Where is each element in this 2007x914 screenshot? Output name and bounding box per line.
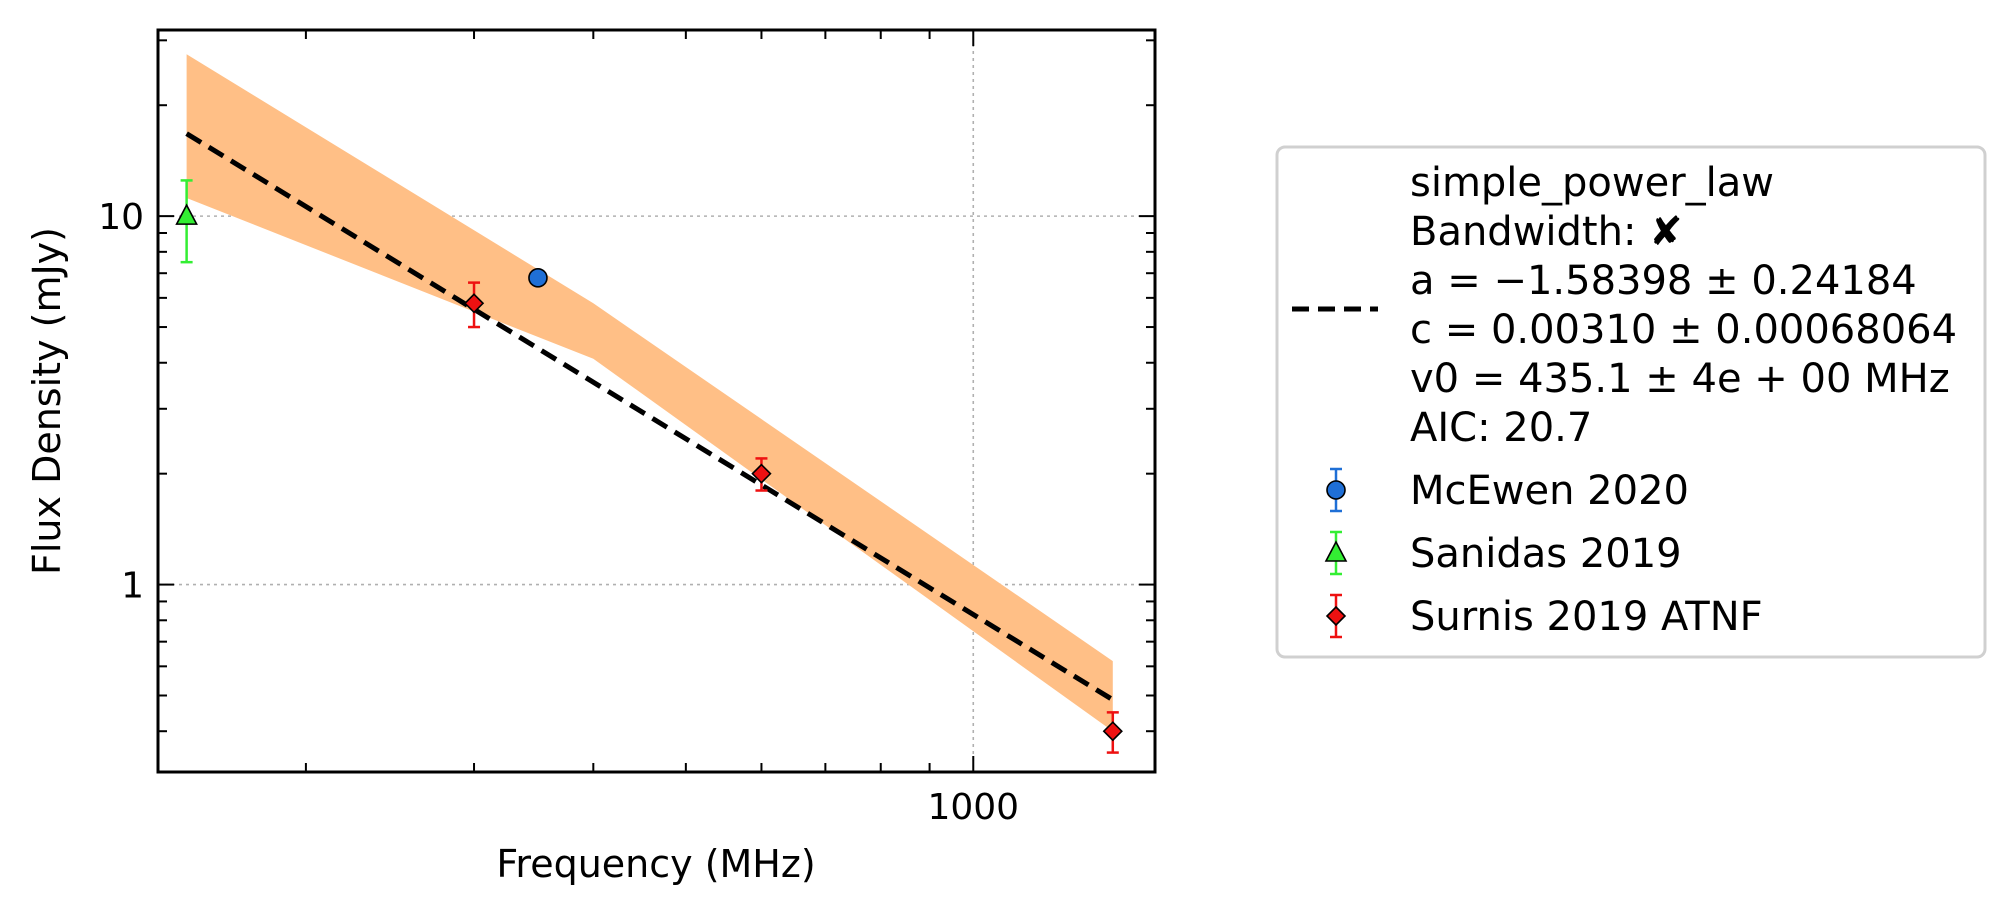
legend-fit-line-5: AIC: 20.7 (1410, 405, 1592, 451)
legend-symbol-surnis-2019-atnf (1325, 593, 1347, 639)
y-tick-label: 10 (98, 197, 144, 238)
point-marker (528, 268, 548, 288)
plot-frame (156, 28, 1157, 774)
data-point (175, 179, 198, 264)
point-marker (1102, 721, 1123, 742)
legend: simple_power_law Bandwidth: ✘ a = −1.583… (1275, 145, 1987, 659)
legend-entry-1: Sanidas 2019 (1410, 531, 1682, 577)
y-tick-label: 1 (121, 566, 144, 607)
legend-fit-line-1: Bandwidth: ✘ (1410, 209, 1683, 255)
tick-labels: 1000 1 10 (98, 197, 1019, 828)
data-point (1102, 711, 1123, 754)
point-marker (175, 203, 198, 225)
fit-band-layer (186, 54, 1113, 732)
legend-symbol-mcewen-2020 (1326, 467, 1346, 513)
x-axis-label: Frequency (MHz) (496, 842, 815, 886)
fit-uncertainty-band (186, 54, 1113, 732)
legend-fit-line-3: c = 0.00310 ± 0.00068064 (1410, 307, 1957, 353)
point-marker (463, 293, 485, 314)
data-point (528, 268, 548, 288)
legend-fit-line-0: simple_power_law (1410, 160, 1774, 206)
legend-entry-2: Surnis 2019 ATNF (1410, 594, 1763, 640)
legend-symbol-sanidas-2019 (1324, 530, 1348, 576)
legend-box (1275, 145, 1987, 659)
gridlines (158, 30, 1155, 772)
legend-entry-0: McEwen 2020 (1410, 468, 1689, 514)
data-point (463, 281, 485, 329)
x-tick-label: 1000 (927, 787, 1019, 828)
y-axis-label: Flux Density (mJy) (25, 227, 69, 575)
data-points (175, 179, 1123, 754)
data-point (751, 457, 772, 492)
axis-ticks (158, 30, 1155, 772)
legend-fit-line-2: a = −1.58398 ± 0.24184 (1410, 258, 1917, 304)
point-marker (751, 463, 772, 484)
legend-fit-line-4: v0 = 435.1 ± 4e + 00 MHz (1410, 356, 1950, 402)
